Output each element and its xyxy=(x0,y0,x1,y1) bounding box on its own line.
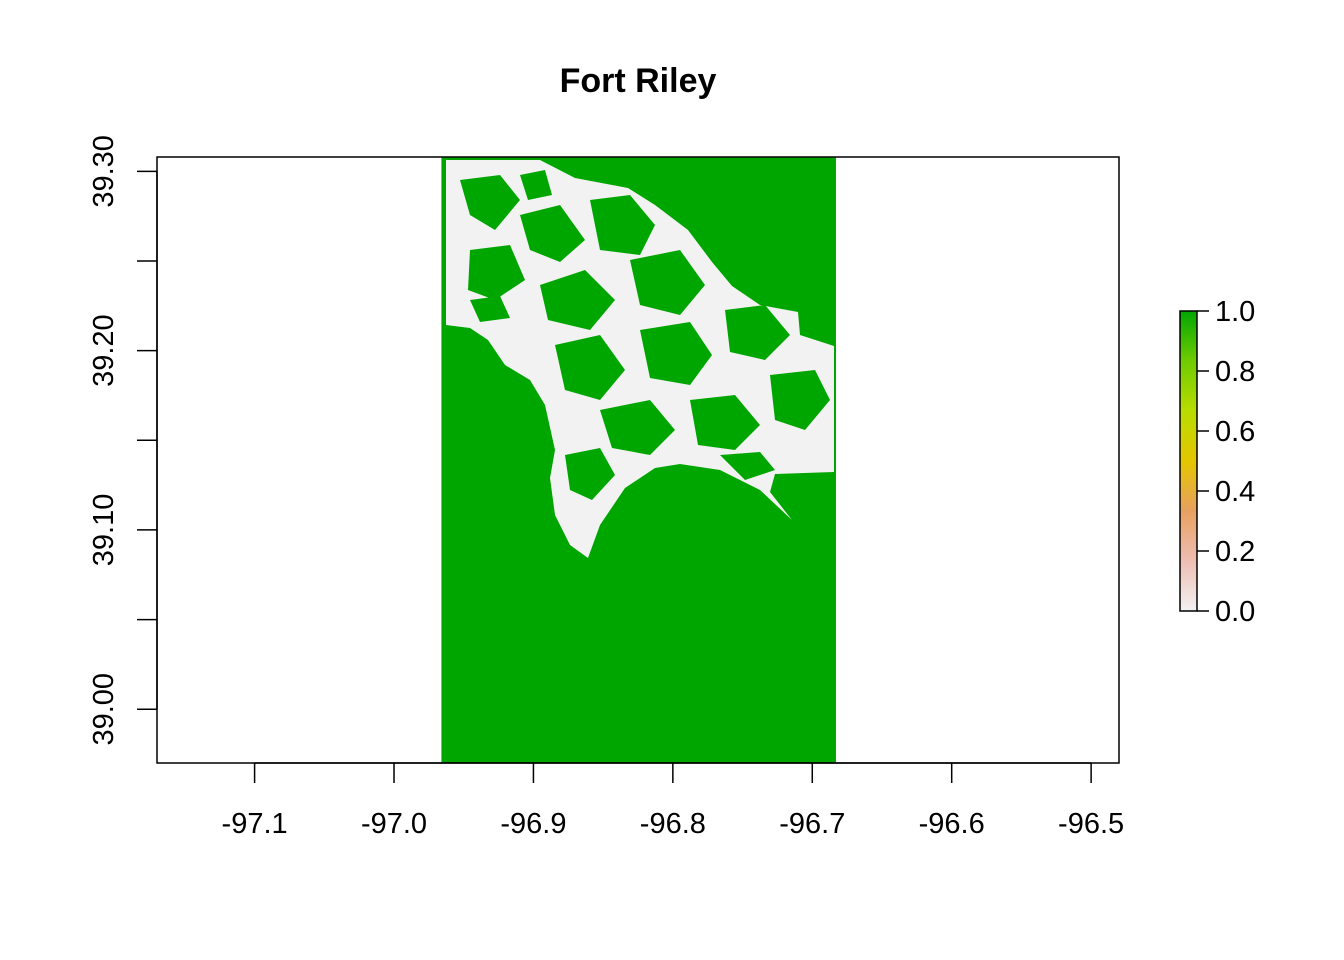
colorbar-tick-label: 0.6 xyxy=(1215,416,1255,448)
x-tick-label: -97.0 xyxy=(361,808,427,840)
colorbar-legend: 1.0 0.8 0.6 0.4 0.2 0.0 xyxy=(1179,296,1255,628)
colorbar-tick-label: 0.0 xyxy=(1215,596,1255,628)
colorbar-tick-label: 1.0 xyxy=(1215,296,1255,328)
x-tick-label: -96.7 xyxy=(779,808,845,840)
raster-layer xyxy=(441,157,836,763)
y-tick-label: 39.00 xyxy=(88,673,120,746)
vegetation-patches xyxy=(460,170,830,500)
colorbar-tick-label: 0.2 xyxy=(1215,536,1255,568)
x-tick-label: -96.5 xyxy=(1058,808,1124,840)
colorbar-tick-label: 0.4 xyxy=(1215,476,1255,508)
x-tick-label: -96.8 xyxy=(640,808,706,840)
x-tick-label: -97.1 xyxy=(222,808,288,840)
y-tick-label: 39.10 xyxy=(88,494,120,567)
colorbar-tick-label: 0.8 xyxy=(1215,356,1255,388)
x-tick-label: -96.9 xyxy=(500,808,566,840)
colorbar xyxy=(1179,310,1198,612)
y-tick-label: 39.20 xyxy=(88,314,120,387)
x-axis: -97.1 -97.0 -96.9 -96.8 -96.7 -96.6 -96.5 xyxy=(222,762,1124,840)
x-tick-label: -96.6 xyxy=(919,808,985,840)
map-title: Fort Riley xyxy=(560,62,717,100)
y-axis: 39.00 39.10 39.20 39.30 xyxy=(88,135,158,746)
y-tick-label: 39.30 xyxy=(88,135,120,208)
